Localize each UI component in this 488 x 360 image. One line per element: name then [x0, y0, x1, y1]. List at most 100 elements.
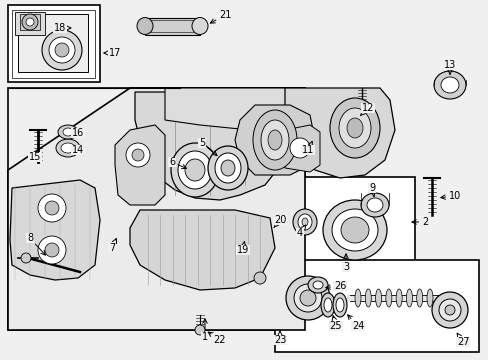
Ellipse shape — [385, 289, 391, 307]
Ellipse shape — [433, 71, 465, 99]
Text: 14: 14 — [72, 145, 84, 155]
Ellipse shape — [329, 98, 379, 158]
Ellipse shape — [406, 289, 411, 307]
Ellipse shape — [338, 108, 370, 148]
Ellipse shape — [307, 277, 327, 293]
Ellipse shape — [340, 217, 368, 243]
Ellipse shape — [184, 159, 204, 181]
Polygon shape — [285, 125, 319, 172]
Circle shape — [45, 201, 59, 215]
Polygon shape — [235, 105, 314, 175]
Circle shape — [38, 194, 66, 222]
Text: 15: 15 — [29, 152, 41, 162]
Text: 12: 12 — [360, 103, 373, 116]
Circle shape — [45, 243, 59, 257]
Ellipse shape — [416, 289, 422, 307]
Ellipse shape — [137, 18, 153, 35]
Ellipse shape — [292, 209, 316, 235]
Circle shape — [431, 292, 467, 328]
Ellipse shape — [395, 289, 401, 307]
Ellipse shape — [267, 130, 282, 150]
Ellipse shape — [63, 128, 73, 136]
Text: 25: 25 — [329, 316, 342, 331]
Circle shape — [22, 14, 38, 30]
Ellipse shape — [61, 143, 75, 153]
Circle shape — [38, 236, 66, 264]
Ellipse shape — [332, 293, 346, 317]
Ellipse shape — [360, 193, 388, 217]
Ellipse shape — [252, 110, 296, 170]
Polygon shape — [10, 180, 100, 280]
Bar — [274, 260, 478, 352]
Polygon shape — [20, 14, 40, 30]
Polygon shape — [18, 14, 88, 72]
Ellipse shape — [56, 139, 80, 157]
Text: 9: 9 — [368, 183, 374, 197]
Polygon shape — [12, 10, 95, 78]
Circle shape — [126, 143, 150, 167]
Text: 24: 24 — [347, 315, 364, 331]
Circle shape — [285, 276, 329, 320]
Ellipse shape — [354, 289, 360, 307]
Ellipse shape — [440, 77, 458, 93]
Circle shape — [438, 299, 460, 321]
Ellipse shape — [426, 289, 432, 307]
Ellipse shape — [323, 200, 386, 260]
Polygon shape — [164, 88, 305, 135]
Ellipse shape — [207, 146, 247, 190]
Ellipse shape — [58, 125, 78, 139]
Ellipse shape — [366, 198, 382, 212]
Text: 3: 3 — [342, 254, 348, 272]
Bar — [294, 177, 414, 275]
Text: 17: 17 — [103, 48, 121, 58]
Ellipse shape — [261, 120, 288, 160]
Circle shape — [132, 149, 143, 161]
Text: 26: 26 — [325, 281, 346, 291]
Ellipse shape — [346, 118, 362, 138]
Circle shape — [42, 30, 82, 70]
Text: 22: 22 — [208, 332, 226, 345]
Ellipse shape — [335, 298, 343, 312]
Circle shape — [444, 305, 454, 315]
Ellipse shape — [365, 289, 370, 307]
Ellipse shape — [312, 281, 323, 289]
Ellipse shape — [171, 143, 219, 197]
Ellipse shape — [215, 153, 241, 183]
Text: 4: 4 — [296, 225, 305, 238]
Circle shape — [293, 284, 321, 312]
Ellipse shape — [221, 160, 235, 176]
Circle shape — [49, 37, 75, 63]
Polygon shape — [115, 125, 164, 205]
Text: 8: 8 — [27, 233, 45, 255]
Circle shape — [21, 253, 31, 263]
Circle shape — [26, 18, 34, 26]
Polygon shape — [15, 12, 45, 35]
Text: 7: 7 — [109, 239, 116, 253]
Polygon shape — [135, 92, 285, 200]
Text: 21: 21 — [210, 10, 231, 23]
Polygon shape — [130, 210, 274, 290]
Ellipse shape — [302, 218, 307, 226]
Polygon shape — [8, 88, 305, 330]
Text: 6: 6 — [168, 157, 186, 168]
Ellipse shape — [192, 18, 207, 35]
Text: 18: 18 — [54, 23, 71, 33]
Text: 2: 2 — [411, 217, 427, 227]
Circle shape — [299, 290, 315, 306]
Ellipse shape — [178, 151, 212, 189]
Text: 1: 1 — [202, 319, 207, 342]
Text: 10: 10 — [440, 191, 460, 201]
Text: 13: 13 — [443, 60, 455, 74]
Polygon shape — [285, 88, 394, 178]
Ellipse shape — [375, 289, 381, 307]
Circle shape — [195, 325, 204, 335]
Circle shape — [289, 138, 309, 158]
Bar — [8, 5, 100, 82]
Text: 23: 23 — [273, 331, 285, 345]
Circle shape — [253, 272, 265, 284]
Polygon shape — [145, 18, 200, 35]
Text: 27: 27 — [456, 333, 468, 347]
Text: 16: 16 — [72, 128, 84, 138]
Text: 20: 20 — [273, 215, 285, 228]
Ellipse shape — [320, 293, 334, 317]
